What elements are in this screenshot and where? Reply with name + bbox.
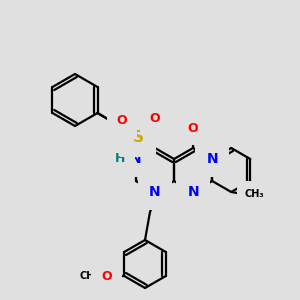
Text: S: S: [133, 130, 143, 145]
Text: CH₃: CH₃: [80, 271, 99, 281]
Text: H: H: [115, 152, 125, 166]
Text: N: N: [130, 152, 142, 166]
Text: O: O: [188, 122, 198, 134]
Text: N: N: [187, 185, 199, 199]
Text: H: H: [115, 152, 125, 166]
Text: N: N: [206, 152, 218, 166]
Text: O: O: [150, 112, 160, 124]
Text: O: O: [101, 269, 112, 283]
Text: N: N: [206, 152, 218, 166]
Text: N: N: [149, 185, 161, 199]
Text: N: N: [130, 152, 142, 166]
Text: S: S: [133, 130, 143, 145]
Text: N: N: [149, 185, 161, 199]
Text: O: O: [117, 113, 127, 127]
Text: O: O: [188, 122, 198, 134]
Text: O: O: [101, 269, 112, 283]
Text: O: O: [150, 112, 160, 124]
Text: N: N: [187, 185, 199, 199]
Text: CH₃: CH₃: [244, 189, 264, 199]
Text: O: O: [117, 113, 127, 127]
